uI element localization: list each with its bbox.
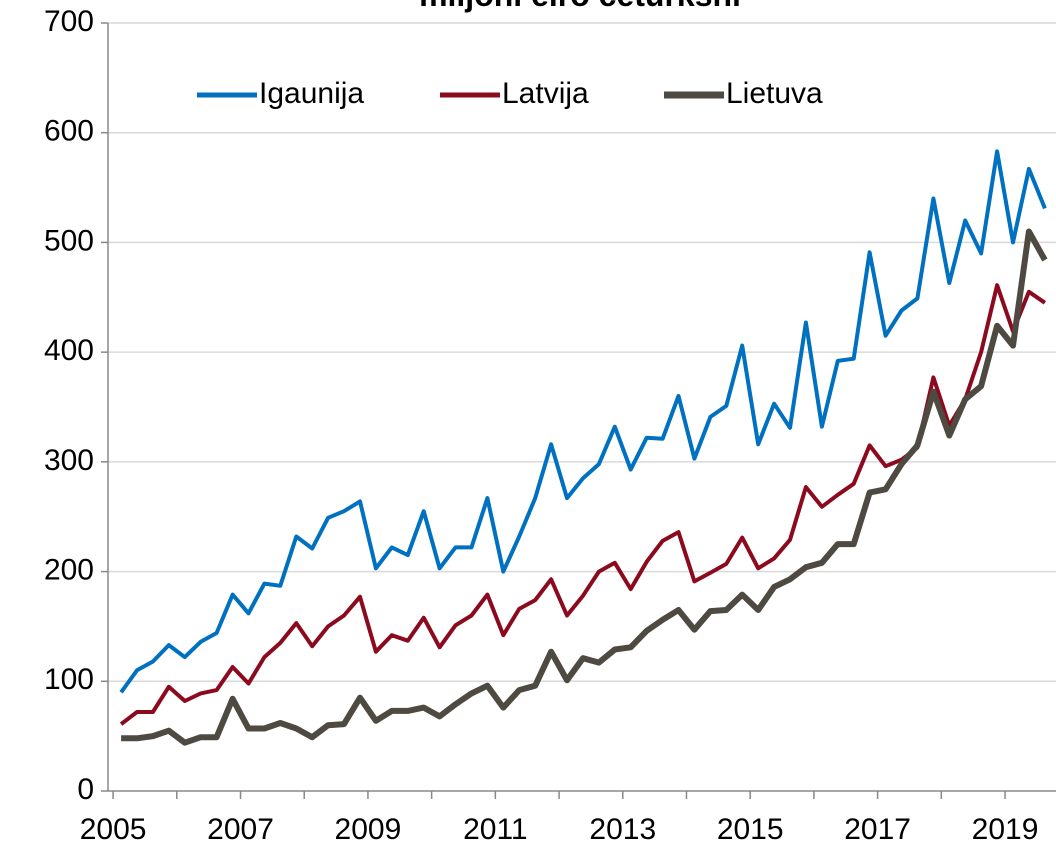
y-tick-label: 100 — [44, 663, 94, 696]
x-tick-label: 2017 — [844, 813, 911, 846]
x-tick-label: 2007 — [207, 813, 274, 846]
legend-label: Lietuva — [726, 77, 823, 110]
series-line — [121, 228, 1048, 746]
x-tick-label: 2015 — [717, 813, 784, 846]
x-tick-label: 2019 — [972, 813, 1039, 846]
chart-title: miljoni eiro ceturksnī — [419, 0, 742, 13]
y-tick-label: 500 — [44, 224, 94, 257]
x-tick-label: 2009 — [335, 813, 402, 846]
y-tick-label: 300 — [44, 444, 94, 477]
y-tick-label: 600 — [44, 115, 94, 148]
x-tick-label: 2013 — [589, 813, 656, 846]
y-tick-label: 0 — [77, 773, 94, 806]
x-tick-label: 2011 — [463, 813, 528, 846]
y-tick-label: 400 — [44, 334, 94, 367]
series-line — [119, 283, 1047, 726]
y-tick-label: 200 — [44, 553, 94, 586]
legend-label: Latvija — [502, 77, 589, 110]
x-tick-label: 2005 — [80, 813, 147, 846]
series-line — [119, 149, 1047, 694]
y-tick-label: 700 — [44, 5, 94, 38]
legend-label: Igaunija — [259, 77, 364, 110]
